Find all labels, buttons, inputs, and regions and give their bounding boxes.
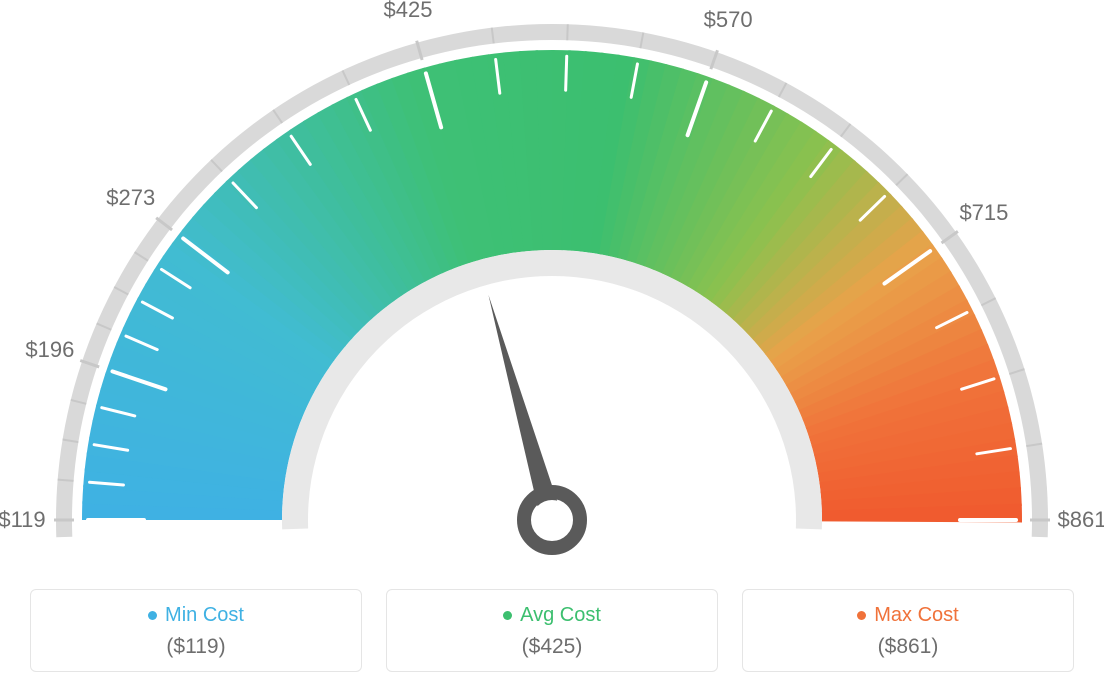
gauge-tick-label: $715 xyxy=(959,200,1008,226)
gauge-needle-hub-inner xyxy=(532,500,572,540)
legend-label-max: Max Cost xyxy=(874,604,958,627)
gauge-tick-label: $425 xyxy=(383,0,432,23)
legend-dot-avg xyxy=(503,611,512,620)
gauge-tick-label: $119 xyxy=(0,507,46,533)
legend-title-avg: Avg Cost xyxy=(503,604,601,627)
legend-value-min: ($119) xyxy=(41,635,351,659)
legend-card-max: Max Cost ($861) xyxy=(742,589,1074,672)
gauge-tick-label: $861 xyxy=(1058,507,1104,533)
gauge-chart-container: $119 $196 $273 $425 $570 $715 $861 Min Cost ($… xyxy=(0,0,1104,690)
legend-title-max: Max Cost xyxy=(857,604,958,627)
legend-title-min: Min Cost xyxy=(148,604,244,627)
gauge-svg xyxy=(0,0,1104,580)
legend-card-avg: Avg Cost ($425) xyxy=(386,589,718,672)
legend-dot-min xyxy=(148,611,157,620)
legend-value-max: ($861) xyxy=(753,635,1063,659)
gauge-color-arc xyxy=(82,50,1022,522)
gauge-tick-label: $570 xyxy=(704,7,753,33)
legend-dot-max xyxy=(857,611,866,620)
legend-label-min: Min Cost xyxy=(165,604,244,627)
legend-value-avg: ($425) xyxy=(397,635,707,659)
legend-row: Min Cost ($119) Avg Cost ($425) Max Cost… xyxy=(30,589,1074,672)
gauge-tick-label: $273 xyxy=(106,185,155,211)
legend-card-min: Min Cost ($119) xyxy=(30,589,362,672)
legend-label-avg: Avg Cost xyxy=(520,604,601,627)
gauge-tick-label: $196 xyxy=(25,337,74,363)
gauge-area: $119 $196 $273 $425 $570 $715 $861 xyxy=(0,0,1104,580)
